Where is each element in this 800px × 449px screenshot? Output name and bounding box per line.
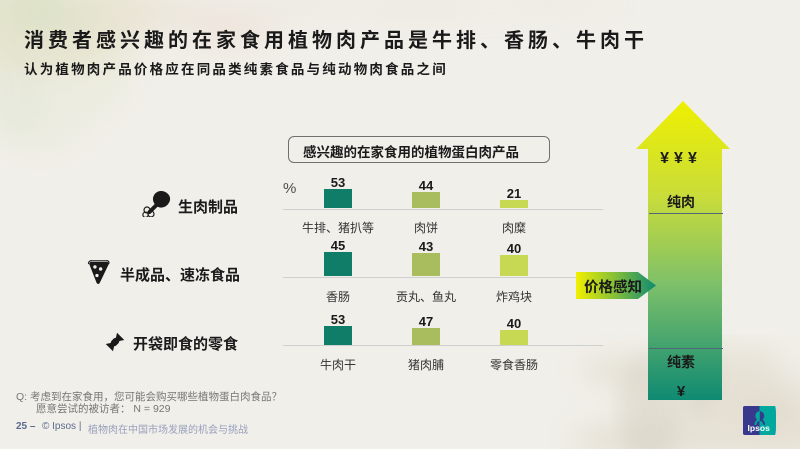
svg-text:Ipsos: Ipsos (748, 423, 771, 433)
